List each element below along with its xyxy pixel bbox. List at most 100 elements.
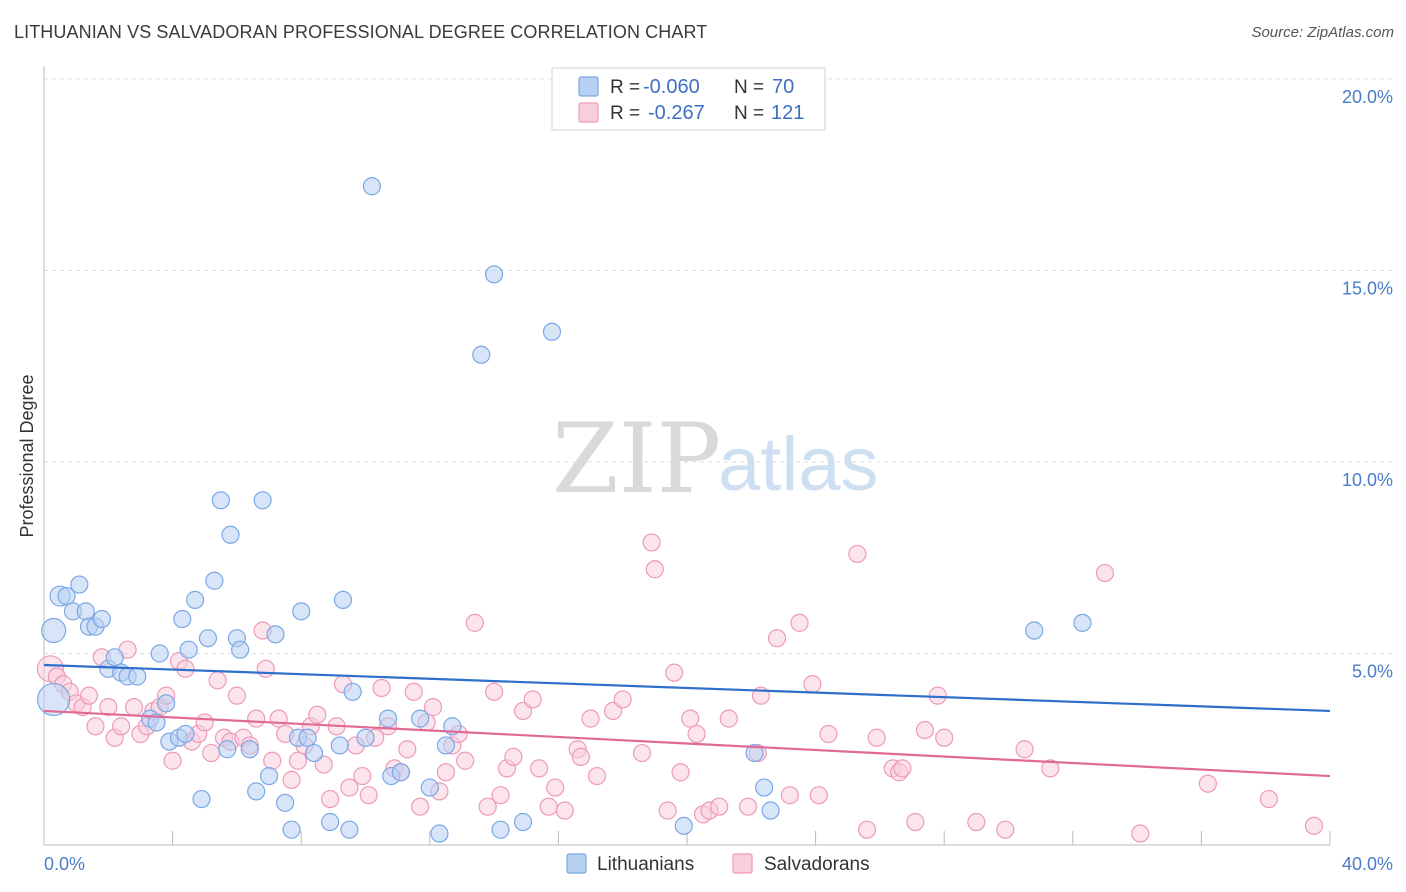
- data-point-salvadorans: [86, 717, 105, 736]
- data-point-lithuanians: [420, 778, 439, 797]
- data-point-salvadorans: [202, 743, 221, 763]
- data-point-salvadorans: [404, 682, 423, 701]
- series-legend-salvadorans: Salvadorans: [764, 854, 870, 875]
- data-point-lithuanians: [430, 824, 449, 843]
- data-point-salvadorans: [195, 713, 214, 732]
- watermark-zip: ZIP: [552, 403, 721, 515]
- watermark-atlas: atlas: [718, 422, 879, 507]
- data-point-salvadorans: [1131, 824, 1150, 843]
- y-tick-label: 10.0%: [1342, 470, 1393, 490]
- legend-n-value-1: 70: [772, 76, 794, 98]
- legend-n-label-2: N =: [734, 103, 764, 124]
- y-tick-labels: 5.0% 10.0% 15.0% 20.0%: [1342, 87, 1393, 682]
- data-point-salvadorans: [263, 751, 282, 770]
- data-point-lithuanians: [105, 648, 124, 667]
- data-point-salvadorans: [857, 820, 877, 839]
- data-point-lithuanians: [221, 525, 240, 544]
- data-point-salvadorans: [687, 724, 706, 744]
- data-point-lithuanians: [356, 728, 375, 747]
- data-point-salvadorans: [719, 709, 738, 728]
- chart-title: LITHUANIAN VS SALVADORAN PROFESSIONAL DE…: [14, 22, 708, 42]
- y-axis-title: Professional Degree: [17, 374, 37, 537]
- data-point-salvadorans: [613, 690, 632, 709]
- legend-r-label-1: R =: [610, 77, 640, 98]
- salvadorans-points: [36, 533, 1324, 843]
- data-point-salvadorans: [112, 717, 131, 736]
- legend-n-value-2: 121: [771, 102, 804, 124]
- data-point-lithuanians: [70, 575, 89, 594]
- data-point-salvadorans: [681, 709, 700, 728]
- axes: [43, 66, 1331, 846]
- data-point-lithuanians: [674, 816, 693, 835]
- data-point-salvadorans: [247, 709, 266, 728]
- data-point-salvadorans: [809, 786, 828, 805]
- data-point-lithuanians: [76, 602, 95, 621]
- data-point-lithuanians: [513, 812, 533, 832]
- data-point-lithuanians: [147, 713, 166, 732]
- data-point-salvadorans: [523, 690, 542, 709]
- data-point-salvadorans: [767, 629, 787, 648]
- watermark: ZIP atlas: [552, 403, 879, 515]
- data-point-salvadorans: [208, 671, 227, 690]
- data-point-lithuanians: [1073, 613, 1092, 632]
- data-point-lithuanians: [411, 709, 430, 728]
- data-point-salvadorans: [780, 786, 799, 805]
- gridlines: [44, 78, 1392, 654]
- data-point-lithuanians: [436, 736, 455, 755]
- data-point-salvadorans: [1304, 816, 1324, 835]
- data-point-lithuanians: [292, 602, 311, 621]
- data-point-salvadorans: [99, 698, 118, 717]
- data-point-lithuanians: [240, 740, 259, 759]
- data-point-lithuanians: [362, 177, 382, 196]
- data-point-lithuanians: [173, 609, 192, 629]
- data-point-salvadorans: [485, 682, 504, 701]
- data-point-salvadorans: [581, 709, 600, 728]
- data-point-lithuanians: [330, 736, 349, 755]
- series-legend-swatch-salvadorans: [732, 853, 753, 874]
- data-point-lithuanians: [253, 491, 272, 510]
- data-point-salvadorans: [893, 759, 912, 778]
- x-tick-label: 40.0%: [1342, 854, 1393, 874]
- data-point-lithuanians: [247, 782, 266, 801]
- data-point-salvadorans: [372, 678, 391, 698]
- data-point-lithuanians: [340, 820, 359, 839]
- source-label: Source: ZipAtlas.com: [1251, 24, 1394, 41]
- data-point-salvadorans: [79, 686, 99, 705]
- data-point-salvadorans: [478, 797, 497, 816]
- data-point-salvadorans: [539, 797, 558, 816]
- data-point-salvadorans: [530, 759, 549, 778]
- data-point-salvadorans: [359, 786, 378, 805]
- data-point-lithuanians: [1025, 621, 1044, 640]
- data-point-lithuanians: [231, 640, 250, 659]
- data-point-lithuanians: [157, 694, 176, 713]
- x-tick-label: 0.0%: [44, 854, 85, 874]
- data-point-salvadorans: [124, 698, 144, 717]
- data-point-salvadorans: [803, 675, 822, 694]
- data-point-salvadorans: [710, 797, 729, 816]
- data-point-salvadorans: [1041, 759, 1060, 778]
- data-point-salvadorans: [411, 797, 430, 816]
- data-point-salvadorans: [321, 789, 340, 809]
- data-point-lithuanians: [179, 640, 198, 659]
- data-point-lithuanians: [198, 629, 218, 648]
- data-point-salvadorans: [308, 705, 327, 724]
- series-legend-swatch-lithuanians: [566, 853, 587, 874]
- data-point-salvadorans: [227, 686, 246, 705]
- y-tick-label: 20.0%: [1342, 87, 1393, 107]
- data-point-salvadorans: [256, 659, 275, 678]
- data-point-salvadorans: [269, 709, 288, 728]
- data-point-lithuanians: [391, 763, 410, 782]
- data-point-salvadorans: [790, 613, 809, 632]
- legend-swatch-lithuanians: [578, 76, 599, 97]
- data-point-salvadorans: [906, 812, 925, 832]
- data-point-salvadorans: [163, 751, 182, 770]
- data-point-lithuanians: [150, 644, 169, 663]
- data-point-salvadorans: [1015, 740, 1034, 759]
- data-point-salvadorans: [665, 663, 684, 682]
- data-point-salvadorans: [658, 801, 677, 820]
- data-point-salvadorans: [848, 544, 867, 564]
- data-point-lithuanians: [378, 709, 398, 728]
- data-point-lithuanians: [755, 778, 774, 797]
- data-point-lithuanians: [761, 801, 780, 820]
